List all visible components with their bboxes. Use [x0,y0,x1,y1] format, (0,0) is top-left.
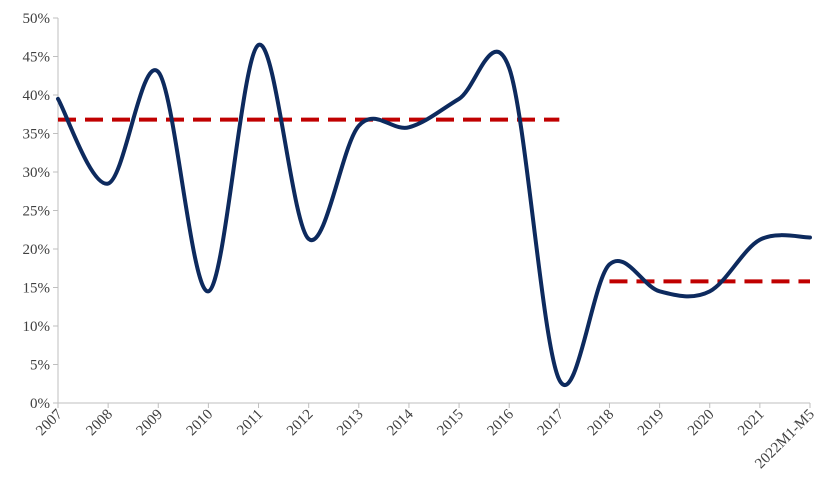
x-axis-ticks: 2007 2008 2009 2010 2011 2012 2013 2014 2015 2016… [33,403,818,472]
series-line [56,42,812,387]
x-tick-label: 2010 [184,407,217,440]
x-tick-label: 2011 [234,407,266,439]
x-tick-label: 2016 [485,406,518,439]
x-tick-label: 2014 [384,406,417,439]
y-tick-label: 20% [23,242,51,258]
y-tick-label: 45% [23,50,51,66]
y-tick-label: 30% [23,165,51,181]
x-tick-label: 2012 [284,407,317,440]
y-tick-label: 10% [23,319,51,335]
y-tick-label: 0% [30,396,50,412]
x-tick-label: 2008 [83,407,116,440]
x-tick-label: 2020 [685,407,718,440]
x-tick-label: 2015 [434,407,467,440]
y-tick-label: 5% [30,358,50,374]
y-tick-label: 15% [23,281,51,297]
y-tick-label: 50% [23,11,51,27]
reference-lines [58,117,810,284]
y-tick-label: 35% [23,127,51,143]
x-tick-label: 2021 [735,407,768,440]
x-tick-label: 2009 [134,407,167,440]
series-group [56,42,812,387]
x-tick-label: 2018 [585,407,618,440]
x-tick-label: 2019 [635,407,668,440]
y-axis-ticks: 0% 5% 10% 15% 20% 25% 30% 35% 40% 45% 50% [23,11,58,412]
x-tick-label: 2013 [334,407,367,440]
x-tick-label: 2017 [535,406,568,439]
y-tick-label: 40% [23,88,51,104]
y-tick-label: 25% [23,204,51,220]
